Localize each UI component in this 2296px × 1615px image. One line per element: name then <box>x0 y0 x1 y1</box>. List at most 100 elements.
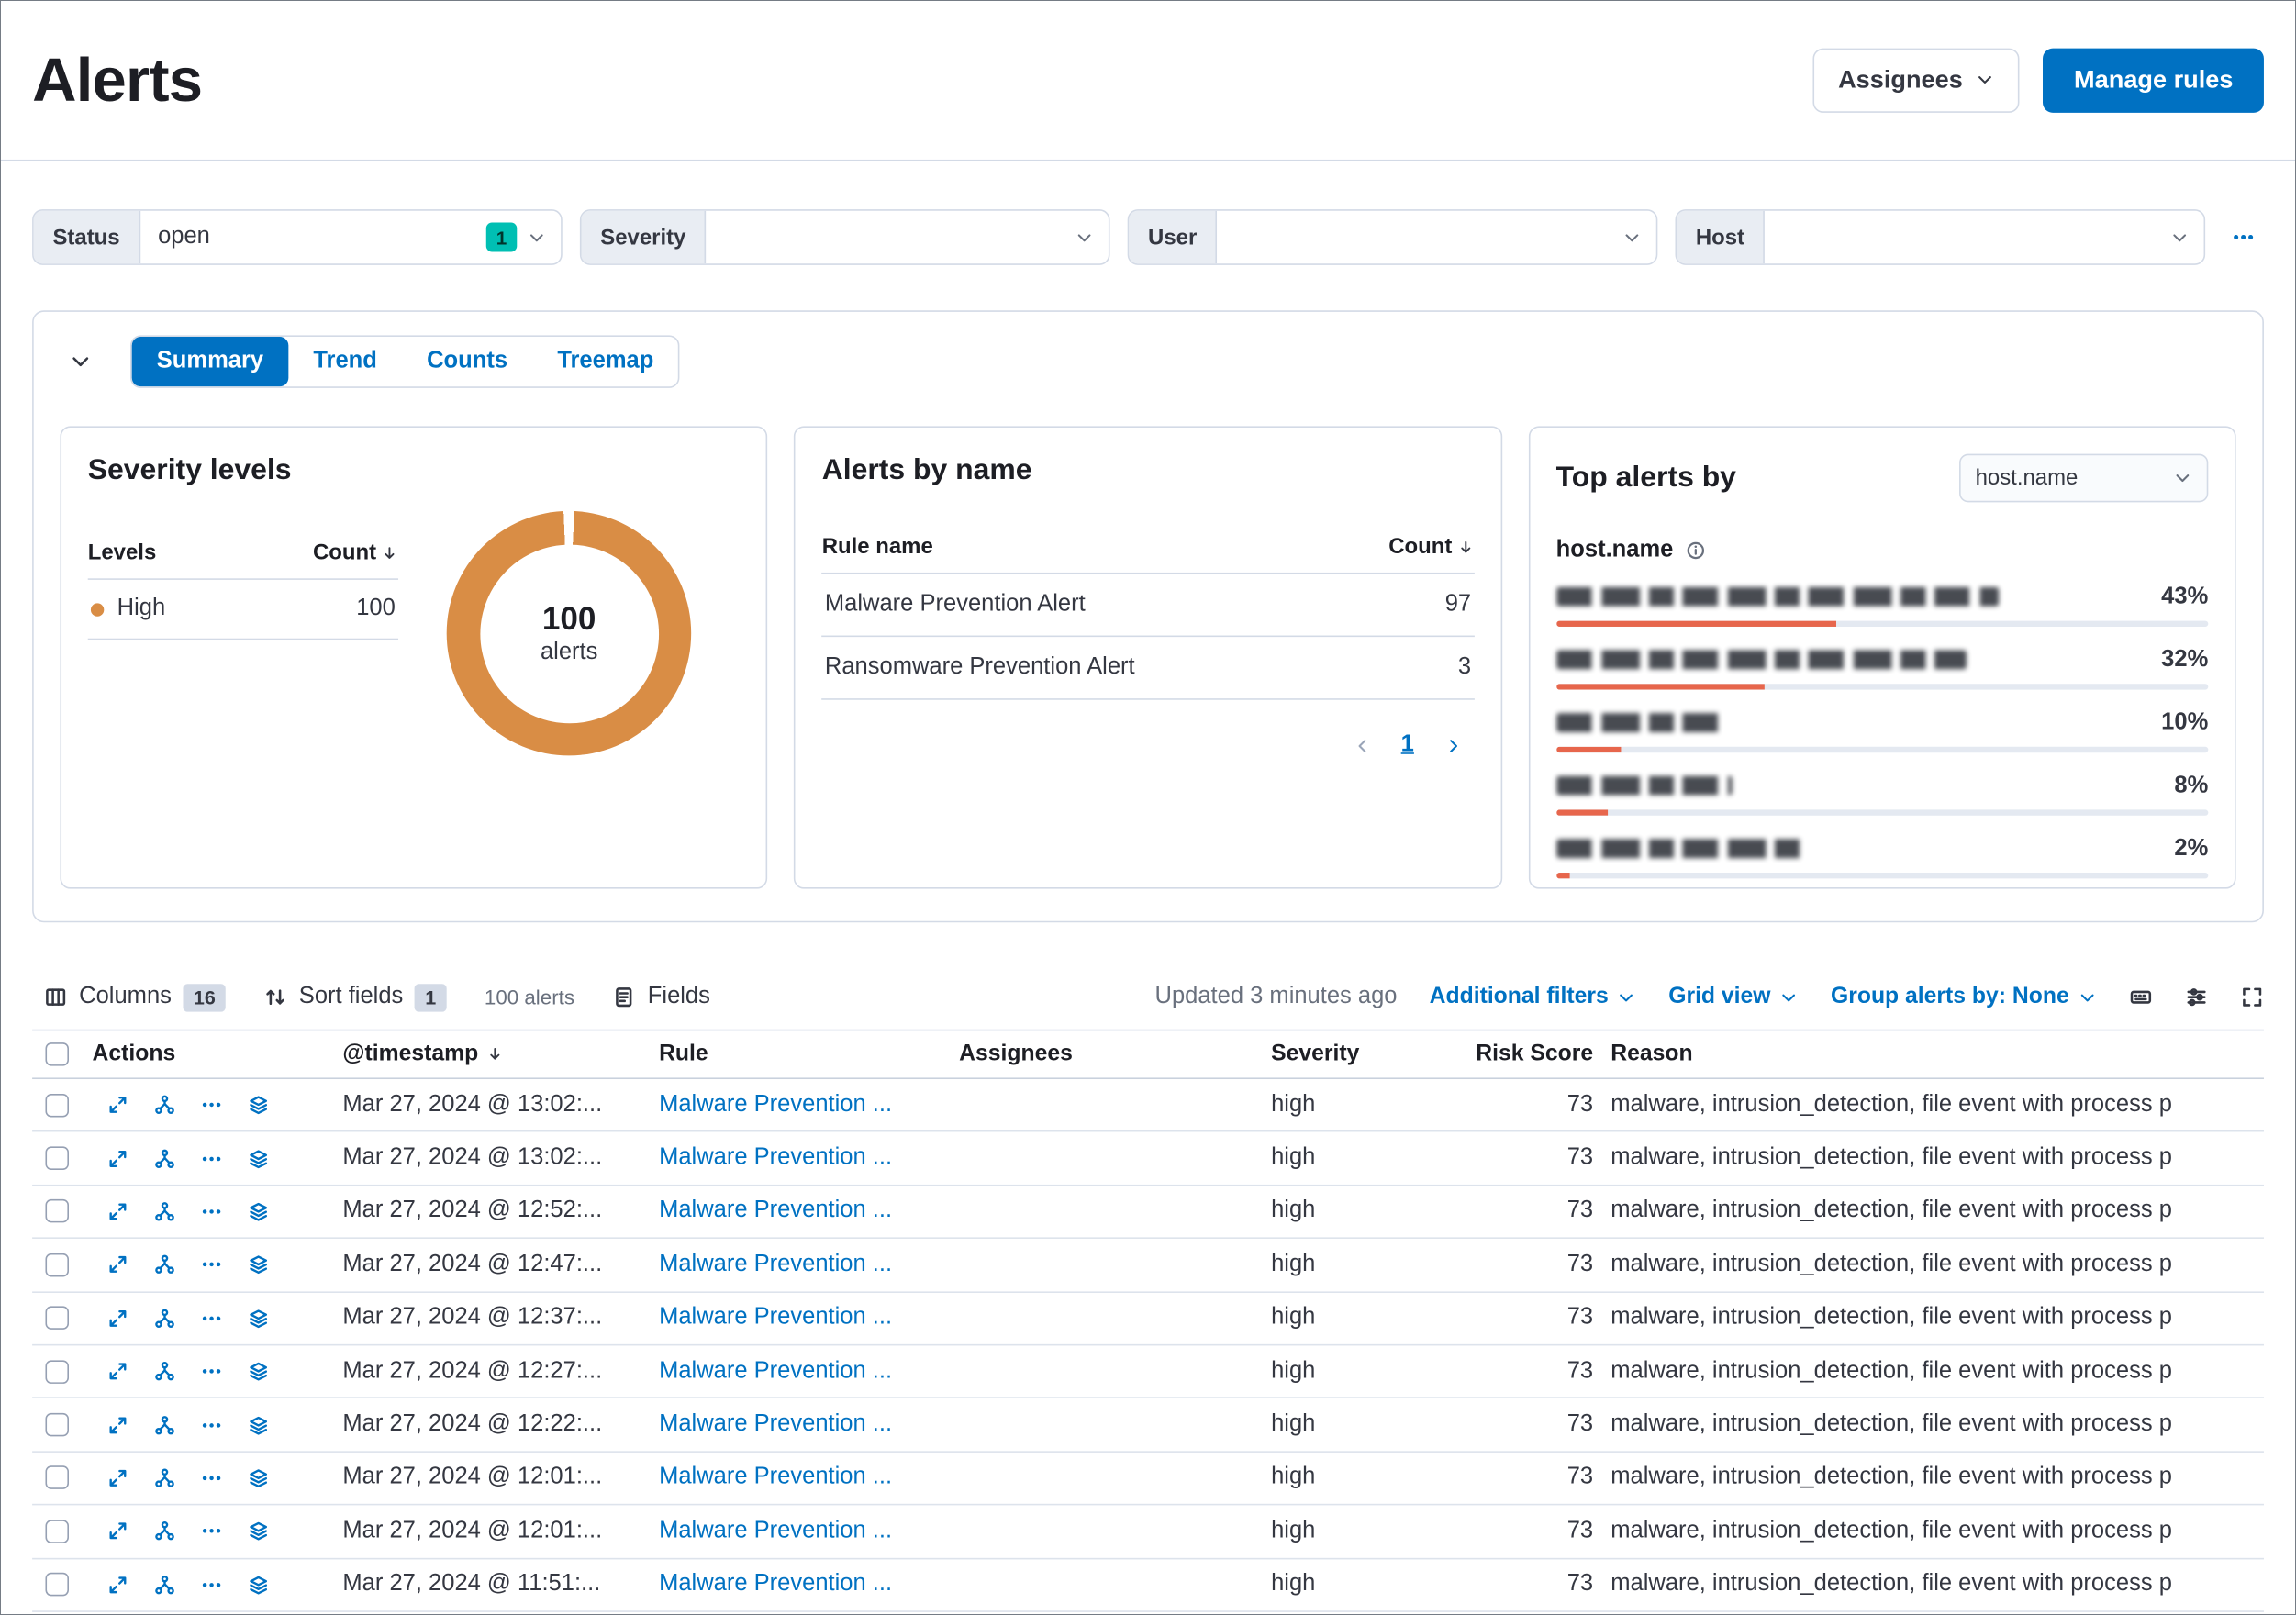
more-actions-button[interactable] <box>201 1253 223 1275</box>
pagination-page-1[interactable]: 1 <box>1400 731 1414 757</box>
session-view-button[interactable] <box>248 1094 270 1116</box>
more-actions-button[interactable] <box>201 1414 223 1436</box>
more-actions-button[interactable] <box>201 1574 223 1596</box>
risk-score-column-header[interactable]: Risk Score <box>1476 1041 1594 1066</box>
rule-link[interactable]: Malware Prevention ... <box>659 1358 893 1384</box>
sort-fields-button[interactable]: Sort fields 1 <box>264 983 447 1011</box>
assignees-button[interactable]: Assignees <box>1812 47 2021 113</box>
fullscreen-button[interactable] <box>2240 986 2264 1009</box>
row-checkbox[interactable] <box>45 1253 69 1277</box>
row-checkbox[interactable] <box>45 1306 69 1331</box>
session-view-button[interactable] <box>248 1308 270 1330</box>
expand-alert-button[interactable] <box>106 1200 128 1222</box>
more-actions-button[interactable] <box>201 1308 223 1330</box>
row-checkbox[interactable] <box>45 1573 69 1597</box>
session-view-button[interactable] <box>248 1520 270 1543</box>
severity-levels-card: Severity levels Levels Count <box>60 426 768 889</box>
tab-summary[interactable]: Summary <box>131 337 289 387</box>
analyzer-button[interactable] <box>154 1308 176 1330</box>
row-checkbox[interactable] <box>45 1093 69 1118</box>
manage-rules-button[interactable]: Manage rules <box>2043 47 2264 113</box>
analyzer-button[interactable] <box>154 1200 176 1222</box>
timestamp-column-header[interactable]: @timestamp <box>329 1041 659 1068</box>
severity-column-header[interactable]: Severity <box>1271 1041 1360 1066</box>
more-actions-button[interactable] <box>201 1094 223 1116</box>
alert-reason: malware, intrusion_detection, file event… <box>1611 1252 2172 1277</box>
rule-link[interactable]: Malware Prevention ... <box>659 1571 893 1597</box>
session-view-button[interactable] <box>248 1361 270 1383</box>
more-actions-button[interactable] <box>201 1520 223 1543</box>
analyzer-button[interactable] <box>154 1520 176 1543</box>
display-options-button[interactable] <box>2185 986 2209 1009</box>
expand-alert-button[interactable] <box>106 1147 128 1169</box>
more-actions-button[interactable] <box>201 1147 223 1169</box>
fields-button[interactable]: Fields <box>613 984 710 1010</box>
select-all-checkbox[interactable] <box>45 1042 69 1066</box>
host-filter[interactable]: Host <box>1675 209 2206 265</box>
tab-treemap[interactable]: Treemap <box>532 337 678 386</box>
row-checkbox[interactable] <box>45 1520 69 1543</box>
analyzer-button[interactable] <box>154 1361 176 1383</box>
rule-link[interactable]: Malware Prevention ... <box>659 1518 893 1543</box>
analyzer-button[interactable] <box>154 1414 176 1436</box>
collapse-charts-button[interactable] <box>60 344 101 379</box>
severity-level-count: 100 <box>356 596 396 621</box>
count-column-header[interactable]: Count <box>1388 534 1474 560</box>
analyzer-button[interactable] <box>154 1147 176 1169</box>
severity-filter[interactable]: Severity <box>579 209 1110 265</box>
rule-column-header[interactable]: Rule <box>659 1041 708 1066</box>
tab-counts[interactable]: Counts <box>402 337 532 386</box>
status-filter[interactable]: Status open 1 <box>32 209 563 265</box>
session-view-button[interactable] <box>248 1200 270 1222</box>
expand-alert-button[interactable] <box>106 1414 128 1436</box>
row-checkbox[interactable] <box>45 1199 69 1224</box>
expand-alert-button[interactable] <box>106 1253 128 1275</box>
pagination-next-button[interactable] <box>1443 736 1463 755</box>
session-view-button[interactable] <box>248 1253 270 1275</box>
more-actions-button[interactable] <box>201 1200 223 1222</box>
analyzer-button[interactable] <box>154 1467 176 1489</box>
more-actions-button[interactable] <box>201 1361 223 1383</box>
expand-alert-button[interactable] <box>106 1361 128 1383</box>
rule-link[interactable]: Malware Prevention ... <box>659 1091 893 1118</box>
group-alerts-by-button[interactable]: Group alerts by: None <box>1831 984 2097 1010</box>
analyzer-button[interactable] <box>154 1253 176 1275</box>
row-checkbox[interactable] <box>45 1359 69 1384</box>
analyzer-button[interactable] <box>154 1094 176 1116</box>
additional-filters-button[interactable]: Additional filters <box>1430 984 1636 1010</box>
pagination-prev-button[interactable] <box>1353 736 1372 755</box>
analyzer-button[interactable] <box>154 1574 176 1596</box>
rule-link[interactable]: Malware Prevention ... <box>659 1144 893 1171</box>
more-filters-button[interactable] <box>2223 226 2264 250</box>
analyzer-graph-icon <box>155 1521 174 1541</box>
rule-link[interactable]: Malware Prevention ... <box>659 1252 893 1277</box>
columns-icon <box>46 988 66 1006</box>
rule-link[interactable]: Malware Prevention ... <box>659 1411 893 1437</box>
row-checkbox[interactable] <box>45 1146 69 1171</box>
expand-icon <box>109 1097 127 1114</box>
rule-link[interactable]: Malware Prevention ... <box>659 1198 893 1224</box>
row-checkbox[interactable] <box>45 1412 69 1437</box>
more-actions-button[interactable] <box>201 1467 223 1489</box>
session-view-button[interactable] <box>248 1574 270 1596</box>
row-checkbox[interactable] <box>45 1465 69 1490</box>
expand-alert-button[interactable] <box>106 1308 128 1330</box>
keyboard-shortcuts-button[interactable] <box>2129 986 2153 1009</box>
assignees-column-header[interactable]: Assignees <box>959 1041 1073 1066</box>
tab-trend[interactable]: Trend <box>288 337 402 386</box>
expand-alert-button[interactable] <box>106 1094 128 1116</box>
columns-button[interactable]: Columns 16 <box>44 983 227 1011</box>
rule-link[interactable]: Malware Prevention ... <box>659 1465 893 1490</box>
top-alerts-field-select[interactable]: host.name <box>1959 453 2209 503</box>
expand-alert-button[interactable] <box>106 1520 128 1543</box>
expand-alert-button[interactable] <box>106 1467 128 1489</box>
session-view-button[interactable] <box>248 1467 270 1489</box>
user-filter[interactable]: User <box>1127 209 1658 265</box>
count-column-header[interactable]: Count <box>313 540 398 565</box>
session-view-button[interactable] <box>248 1414 270 1436</box>
rule-link[interactable]: Malware Prevention ... <box>659 1305 893 1331</box>
reason-column-header[interactable]: Reason <box>1611 1041 1693 1066</box>
expand-alert-button[interactable] <box>106 1574 128 1596</box>
grid-view-button[interactable]: Grid view <box>1668 984 1799 1010</box>
session-view-button[interactable] <box>248 1147 270 1169</box>
